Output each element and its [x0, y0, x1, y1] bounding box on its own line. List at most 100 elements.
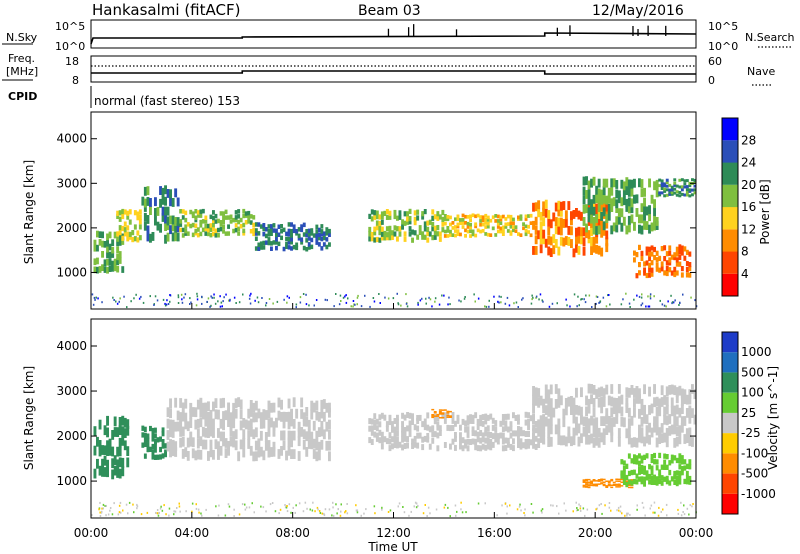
- data-cell: [597, 225, 601, 235]
- data-cell: [199, 417, 203, 428]
- ground-scatter-cell: [695, 305, 698, 308]
- data-cell: [454, 229, 457, 233]
- data-cell: [481, 443, 485, 450]
- data-cell: [486, 218, 490, 222]
- data-cell: [587, 230, 591, 239]
- data-cell: [645, 260, 649, 266]
- data-cell: [234, 210, 238, 215]
- data-cell: [670, 188, 674, 192]
- ground-scatter-cell: [552, 504, 554, 507]
- data-cell: [307, 429, 311, 440]
- data-cell: [285, 450, 288, 461]
- data-cell: [106, 258, 109, 266]
- ground-scatter-cell: [624, 514, 626, 517]
- data-cell: [454, 432, 457, 438]
- data-cell: [633, 250, 636, 256]
- data-cell: [229, 214, 233, 219]
- data-cell: [111, 430, 115, 440]
- data-cell: [454, 444, 457, 451]
- data-cell: [184, 224, 188, 229]
- data-cell: [179, 209, 183, 214]
- data-cell: [325, 440, 329, 451]
- data-cell: [675, 251, 679, 257]
- data-cell: [597, 245, 601, 255]
- ground-scatter-cell: [620, 303, 623, 306]
- data-cell: [418, 229, 422, 235]
- ground-scatter-cell: [565, 298, 567, 301]
- data-cell: [496, 214, 500, 219]
- data-cell: [607, 484, 611, 487]
- ground-scatter-cell: [484, 502, 486, 505]
- ground-scatter-cell: [619, 505, 622, 508]
- data-cell: [312, 402, 316, 413]
- data-cell: [214, 228, 218, 233]
- data-cell: [111, 446, 115, 457]
- data-cell: [592, 176, 596, 186]
- data-cell: [506, 426, 510, 433]
- data-cell: [267, 400, 271, 411]
- data-cell: [443, 214, 447, 218]
- data-cell: [201, 439, 205, 450]
- data-cell: [575, 416, 578, 427]
- data-cell: [101, 264, 104, 271]
- data-cell: [191, 232, 195, 238]
- data-cell: [146, 225, 150, 235]
- data-cell: [141, 442, 145, 448]
- data-cell: [504, 225, 508, 229]
- data-cell: [595, 485, 599, 487]
- data-cell: [446, 234, 450, 238]
- data-cell: [123, 440, 127, 451]
- data-cell: [199, 219, 203, 225]
- data-cell: [539, 211, 543, 221]
- ground-scatter-cell: [485, 305, 488, 308]
- data-cell: [668, 245, 672, 251]
- data-cell: [406, 216, 409, 222]
- data-cell: [237, 231, 241, 236]
- ground-scatter-cell: [477, 297, 480, 300]
- data-cell: [627, 434, 631, 445]
- data-cell: [660, 246, 664, 252]
- data-cell: [597, 178, 601, 188]
- ground-scatter-cell: [304, 501, 307, 504]
- ground-scatter-cell: [302, 293, 305, 295]
- data-cell: [519, 443, 523, 450]
- data-cell: [471, 430, 475, 436]
- data-cell: [239, 399, 243, 410]
- ground-scatter-cell: [337, 508, 339, 511]
- ground-scatter-cell: [344, 511, 346, 514]
- ground-scatter-cell: [238, 513, 241, 516]
- ground-scatter-cell: [181, 301, 184, 304]
- data-cell: [640, 203, 644, 213]
- data-cell: [582, 237, 586, 247]
- data-cell: [292, 397, 296, 408]
- data-cell: [194, 450, 198, 461]
- data-cell: [378, 414, 382, 421]
- data-cell: [600, 386, 604, 397]
- ground-scatter-cell: [622, 298, 624, 301]
- ground-scatter-cell: [332, 514, 335, 517]
- ground-scatter-cell: [665, 503, 668, 506]
- data-cell: [247, 420, 251, 431]
- data-cell: [93, 258, 97, 266]
- data-cell: [277, 241, 281, 247]
- data-cell: [559, 207, 563, 217]
- ground-scatter-cell: [461, 511, 464, 514]
- ground-scatter-cell: [102, 503, 105, 506]
- data-cell: [451, 412, 455, 418]
- data-cell: [181, 402, 185, 413]
- ground-scatter-cell: [183, 296, 185, 299]
- data-cell: [464, 426, 467, 433]
- data-cell: [685, 408, 689, 418]
- data-cell: [688, 251, 692, 257]
- data-cell: [118, 468, 122, 479]
- data-cell: [640, 255, 644, 261]
- data-cell: [509, 432, 513, 439]
- data-cell: [161, 213, 165, 222]
- data-cell: [154, 454, 157, 460]
- ground-scatter-cell: [113, 502, 115, 505]
- data-cell: [471, 229, 475, 234]
- data-cell: [207, 401, 210, 412]
- data-cell: [169, 408, 172, 419]
- data-cell: [459, 218, 462, 222]
- data-cell: [212, 449, 215, 460]
